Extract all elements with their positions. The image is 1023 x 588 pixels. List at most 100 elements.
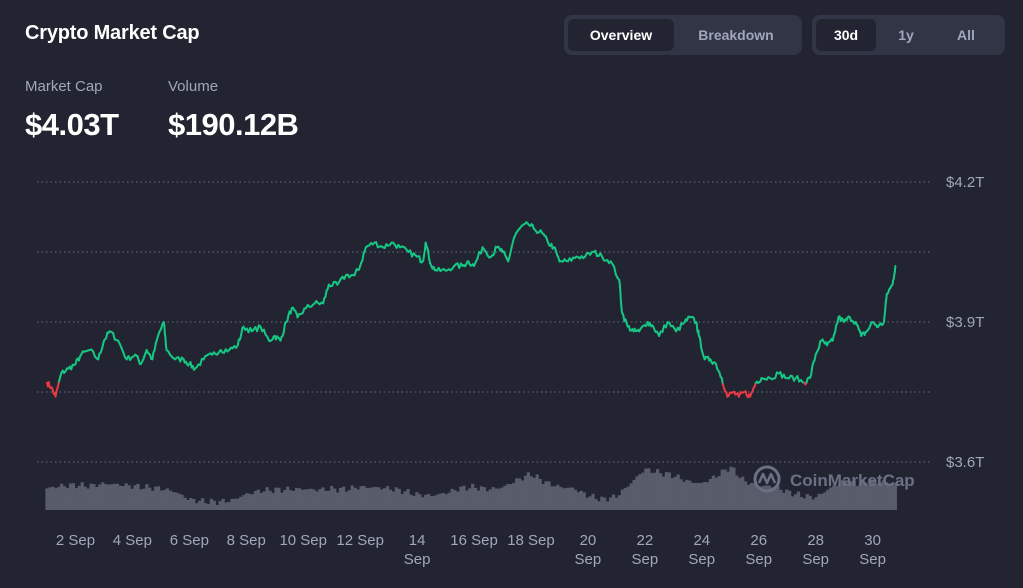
volume-bar: [218, 501, 222, 510]
volume-value: $190.12B: [168, 107, 299, 142]
volume-bar: [870, 479, 874, 510]
volume-bar: [741, 476, 745, 510]
volume-bar: [118, 485, 122, 510]
range-1y-button[interactable]: 1y: [898, 27, 914, 43]
watermark: CoinMarketCap: [753, 465, 915, 493]
volume-bar: [732, 467, 736, 510]
volume-bar: [198, 500, 202, 510]
price-line-segment: [818, 340, 822, 349]
price-line-segment: [882, 314, 886, 323]
price-line-segment: [810, 365, 814, 376]
volume-bar: [529, 476, 533, 510]
price-line-segment: [361, 252, 365, 262]
tab-breakdown[interactable]: Breakdown: [698, 27, 774, 43]
price-line-segment: [282, 322, 287, 333]
volume-bar: [614, 497, 619, 510]
volume-bar: [673, 476, 677, 510]
volume-bar: [86, 488, 90, 510]
x-tick-label: 16 Sep: [450, 532, 498, 549]
volume-bar: [71, 483, 76, 510]
y-tick-label: $3.6T: [946, 454, 984, 471]
x-tick-label: 26 Sep: [745, 532, 772, 568]
volume-bar: [271, 492, 275, 510]
range-30d-button[interactable]: 30d: [816, 19, 876, 51]
volume-bar: [811, 499, 815, 510]
volume-bar: [655, 469, 660, 510]
volume-bar: [582, 492, 586, 510]
volume-bar: [611, 494, 616, 510]
volume-bar: [142, 488, 146, 510]
volume-bar: [749, 482, 754, 510]
volume-bar: [309, 488, 313, 510]
volume-bar: [685, 479, 689, 510]
volume-bar: [835, 486, 839, 510]
volume-bar: [104, 484, 108, 510]
price-line-segment: [153, 342, 157, 352]
volume-bar: [788, 490, 792, 510]
range-all-button[interactable]: All: [957, 27, 975, 43]
x-axis-ticks: 2 Sep 4 Sep 6 Sep 8 Sep 10 Sep 12 Sep 14 Sep 16 …: [56, 532, 886, 568]
volume-bar: [68, 483, 73, 510]
volume-bar: [318, 489, 322, 510]
volume-bar: [403, 491, 407, 510]
x-tick-label: 12 Sep: [336, 532, 384, 549]
volume-bar: [374, 486, 378, 510]
volume-bar: [291, 490, 296, 510]
volume-bar: [239, 496, 243, 510]
volume-bar: [512, 482, 516, 510]
volume-bar: [735, 475, 739, 510]
volume-bar: [726, 471, 730, 510]
volume-bar: [101, 482, 105, 510]
volume-bar: [553, 486, 557, 510]
volume-bar: [48, 487, 52, 510]
volume-bar: [515, 478, 519, 510]
price-line-segment: [613, 265, 617, 276]
volume-label: Volume: [168, 78, 219, 95]
volume-bar: [206, 503, 211, 510]
volume-bar: [820, 493, 824, 510]
volume-bar: [479, 486, 484, 510]
volume-bar: [380, 489, 384, 510]
volume-bar: [124, 483, 128, 510]
volume-bar: [89, 483, 93, 510]
volume-bar: [770, 487, 774, 510]
volume-bar: [585, 497, 589, 510]
volume-bar: [802, 498, 806, 510]
volume-bar: [362, 485, 366, 510]
volume-bar: [412, 495, 416, 510]
volume-bar: [274, 487, 278, 510]
volume-bar: [315, 491, 319, 510]
volume-bar: [280, 492, 284, 510]
view-toggle: Overview Breakdown: [564, 15, 802, 55]
volume-bar: [165, 488, 169, 510]
volume-bar: [746, 484, 751, 510]
volume-bar: [535, 474, 539, 510]
volume-bar: [638, 474, 642, 510]
price-line-segment: [112, 331, 116, 341]
volume-bar: [438, 493, 442, 510]
volume-bar: [306, 489, 310, 510]
volume-bar: [538, 478, 542, 510]
volume-bar: [368, 487, 372, 510]
volume-bar: [506, 483, 510, 510]
volume-bar: [154, 486, 158, 510]
volume-bar: [785, 489, 789, 510]
volume-bar: [876, 483, 880, 510]
volume-bar: [459, 486, 463, 510]
volume-bar: [559, 486, 563, 510]
volume-bar: [333, 488, 337, 510]
coinmarketcap-logo-icon: [753, 465, 781, 493]
volume-bar: [494, 488, 498, 510]
volume-bar: [823, 492, 827, 510]
volume-bar: [259, 493, 263, 510]
volume-bar: [227, 501, 231, 510]
price-line-segment: [619, 290, 622, 303]
volume-bar: [482, 487, 486, 510]
tab-overview[interactable]: Overview: [568, 19, 674, 51]
volume-bar: [365, 487, 369, 510]
price-line-segment: [163, 324, 166, 335]
volume-bar: [626, 486, 630, 510]
volume-bar: [864, 482, 868, 510]
volume-bar: [262, 491, 266, 510]
